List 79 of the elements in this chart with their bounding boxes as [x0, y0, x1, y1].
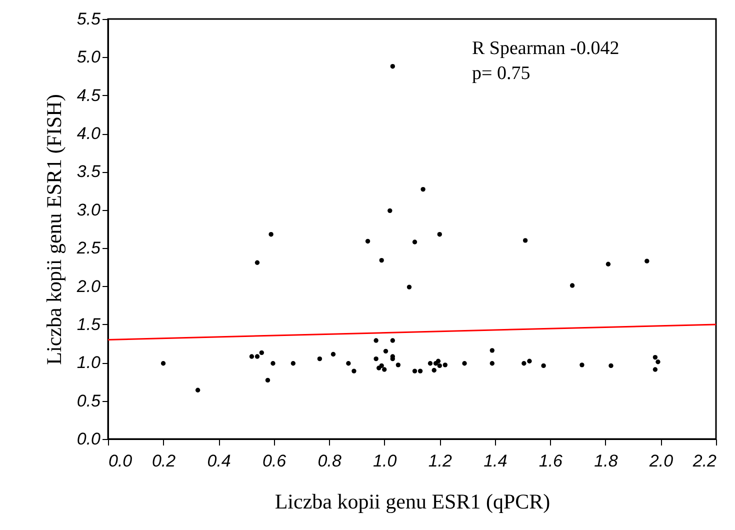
- point: [379, 258, 384, 263]
- point: [390, 338, 395, 343]
- y-tick-label: 3.5: [76, 162, 102, 182]
- x-axis-title: Liczba kopii genu ESR1 (qPCR): [274, 490, 550, 514]
- x-tick-label: 0.8: [318, 452, 342, 470]
- y-tick-label: 4.0: [76, 124, 102, 144]
- annotation: R Spearman -0.042: [472, 38, 620, 59]
- point: [442, 362, 448, 368]
- point: [379, 363, 384, 368]
- point: [396, 362, 401, 368]
- x-tick-label: 0.0: [108, 452, 133, 470]
- x-tick-label: 1.4: [484, 452, 508, 470]
- point: [608, 363, 614, 368]
- point: [656, 360, 660, 364]
- annotation: p= 0.75: [472, 63, 530, 84]
- point: [382, 367, 387, 372]
- point: [437, 363, 442, 368]
- point: [254, 354, 260, 359]
- x-tick-label: 0.6: [262, 452, 287, 470]
- point: [268, 232, 274, 237]
- point: [580, 362, 584, 368]
- point: [195, 388, 200, 392]
- point: [412, 368, 418, 374]
- point: [437, 232, 442, 237]
- point: [522, 361, 526, 366]
- point: [412, 240, 418, 244]
- point: [270, 361, 276, 366]
- y-tick-label: 2.5: [76, 238, 102, 258]
- y-tick-label: 5.5: [76, 10, 102, 28]
- point: [570, 283, 575, 288]
- point: [527, 358, 532, 364]
- point: [346, 361, 351, 366]
- x-tick-label: 1.6: [538, 452, 564, 470]
- y-tick-label: 0.5: [76, 391, 102, 410]
- point: [418, 368, 423, 374]
- x-tick-label: 2.2: [692, 452, 718, 470]
- point: [390, 64, 395, 69]
- x-tick-label: 1.2: [428, 452, 452, 470]
- point: [265, 378, 270, 383]
- point: [290, 361, 296, 366]
- y-tick-label: 5.0: [76, 48, 102, 67]
- point: [352, 368, 356, 374]
- point: [428, 361, 433, 366]
- point: [541, 363, 546, 368]
- point: [383, 348, 388, 354]
- x-tick-label: 1.0: [373, 452, 398, 470]
- point: [374, 338, 378, 343]
- point: [490, 361, 494, 366]
- y-tick-label: 1.0: [76, 353, 102, 372]
- point: [644, 258, 650, 264]
- point: [317, 356, 322, 362]
- point: [249, 354, 254, 359]
- point: [406, 284, 412, 290]
- point: [652, 367, 658, 372]
- point: [388, 208, 392, 214]
- y-axis-title: Liczba kopii genu ESR1 (FISH): [42, 94, 66, 365]
- y-tick-label: 3.0: [76, 200, 102, 220]
- y-tick-label: 1.5: [76, 314, 102, 334]
- point: [436, 358, 441, 364]
- point: [490, 348, 494, 353]
- point: [432, 368, 436, 373]
- point: [330, 352, 336, 357]
- point: [254, 260, 260, 265]
- point: [462, 361, 467, 366]
- x-tick-label: 0.2: [152, 452, 176, 470]
- x-tick-label: 0.4: [207, 452, 231, 470]
- point: [420, 186, 426, 192]
- point: [522, 238, 528, 243]
- point: [365, 238, 370, 244]
- y-tick-label: 2.0: [76, 276, 102, 296]
- point: [259, 350, 264, 356]
- x-tick-label: 2.0: [648, 452, 674, 470]
- point: [606, 262, 611, 266]
- x-tick-label: 1.8: [594, 452, 618, 470]
- y-tick-label: 0.0: [76, 430, 102, 448]
- point: [374, 356, 378, 362]
- y-tick-label: 4.5: [76, 86, 102, 105]
- point: [160, 361, 166, 366]
- point: [652, 354, 658, 360]
